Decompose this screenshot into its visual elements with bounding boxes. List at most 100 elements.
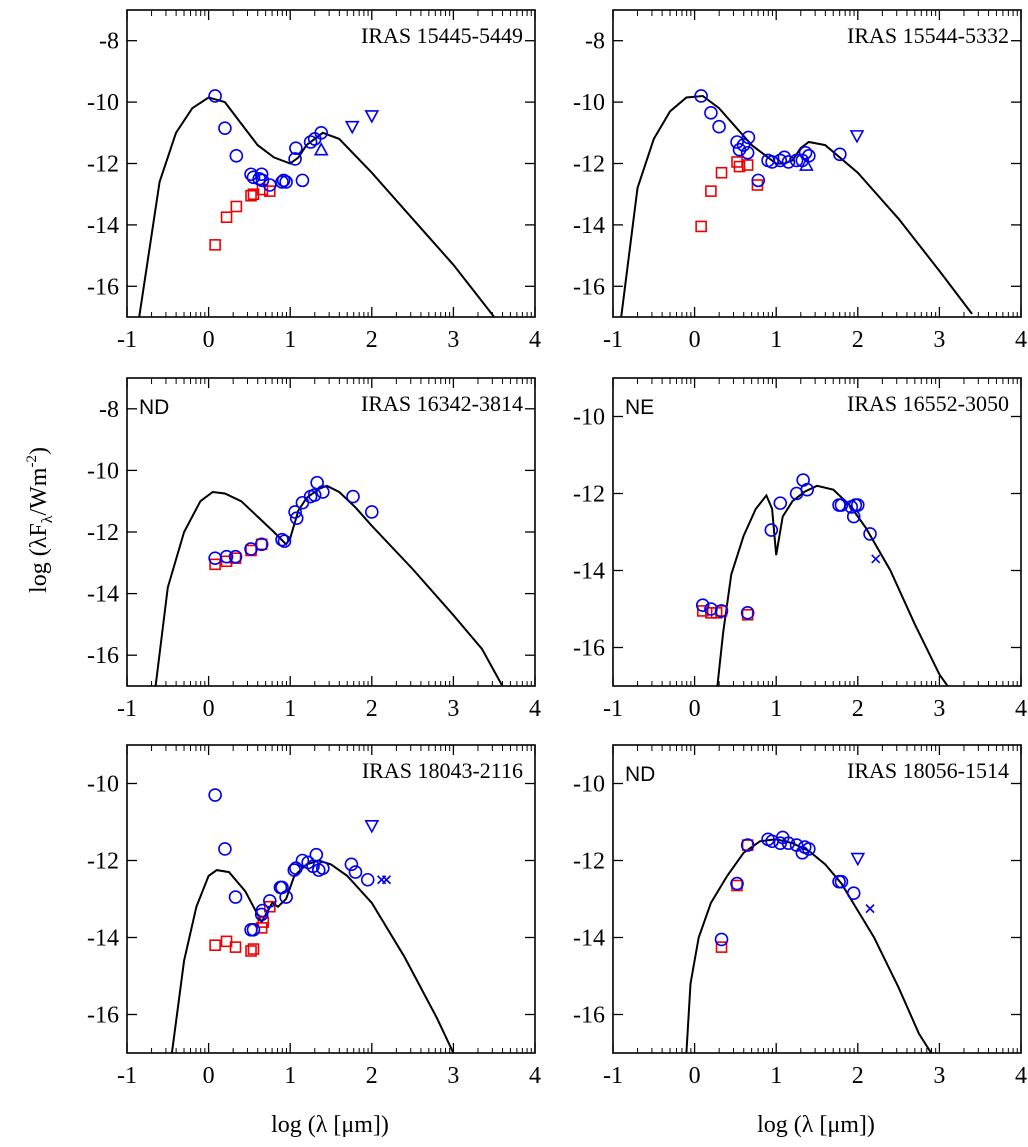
x-tick-label: 1 bbox=[284, 1063, 296, 1089]
observed-point bbox=[704, 106, 718, 120]
x-tick-label: 4 bbox=[529, 696, 541, 722]
plot-frame bbox=[126, 9, 536, 318]
observed-point bbox=[262, 894, 277, 908]
x-tick-label: 0 bbox=[203, 696, 215, 722]
observed-point bbox=[798, 145, 813, 160]
y-tick-label: -10 bbox=[573, 772, 605, 798]
x-tick-label: 0 bbox=[689, 1063, 701, 1089]
observed-point bbox=[740, 838, 755, 852]
observed-point bbox=[229, 149, 244, 163]
sed-panel-1: -1 0 1 2 3 4-16-14-12-10-8 IRAS 15445-5449 bbox=[87, 9, 541, 353]
y-axis-label-main: log (λF bbox=[26, 523, 52, 593]
observed-point bbox=[295, 853, 310, 868]
plot-frame bbox=[126, 744, 536, 1054]
observed-point bbox=[802, 149, 816, 163]
dereddened-point bbox=[741, 839, 754, 851]
x-tick-label: 2 bbox=[852, 327, 864, 353]
observed-point bbox=[777, 150, 792, 165]
observed-point bbox=[279, 890, 293, 904]
dereddened-point bbox=[255, 538, 268, 551]
dereddened-point bbox=[705, 185, 717, 197]
x-tick-label: 2 bbox=[366, 696, 378, 722]
observed-point bbox=[303, 135, 318, 149]
x-tick-label: 4 bbox=[1015, 696, 1027, 722]
observed-point bbox=[255, 903, 270, 918]
upper-limit-point bbox=[849, 130, 865, 144]
cross-point bbox=[871, 554, 881, 564]
y-tick-label: -14 bbox=[573, 926, 605, 952]
observed-point bbox=[781, 155, 796, 169]
observed-point bbox=[740, 145, 755, 160]
panel-tag: ND bbox=[139, 396, 169, 419]
observed-point bbox=[740, 606, 755, 620]
y-tick-label: -12 bbox=[573, 849, 605, 875]
x-tick-label: 0 bbox=[203, 1063, 215, 1089]
observed-point bbox=[246, 170, 261, 185]
model-sed-curve bbox=[154, 484, 504, 686]
observed-point bbox=[316, 861, 330, 876]
observed-point bbox=[289, 511, 304, 525]
dereddened-point bbox=[247, 943, 260, 955]
observed-point bbox=[287, 863, 302, 877]
observed-point bbox=[218, 121, 232, 135]
x-tick-label: 2 bbox=[852, 1063, 864, 1089]
x-tick-label: -1 bbox=[603, 327, 623, 353]
plot-area bbox=[170, 788, 455, 1053]
panel-title: IRAS 18043-2116 bbox=[362, 758, 523, 783]
y-tick-label: -16 bbox=[87, 1003, 119, 1029]
observed-point bbox=[208, 551, 222, 565]
plot-area bbox=[154, 475, 504, 686]
x-axis-label-right: log (λ [μm]) bbox=[757, 1112, 875, 1138]
y-tick-label: -12 bbox=[87, 152, 119, 178]
x-tick-label: 1 bbox=[770, 327, 782, 353]
y-tick-label: -10 bbox=[87, 90, 119, 116]
model-sed-curve bbox=[716, 484, 949, 686]
panel-title: IRAS 18056-1514 bbox=[847, 758, 1009, 783]
x-tick-label: 2 bbox=[366, 327, 378, 353]
upper-limit-point bbox=[850, 852, 866, 867]
dereddened-point bbox=[230, 200, 243, 213]
y-tick-label: -10 bbox=[87, 772, 119, 798]
observed-point bbox=[219, 549, 234, 564]
x-tick-label: 1 bbox=[770, 1063, 782, 1089]
x-tick-label: 4 bbox=[529, 1063, 541, 1089]
panel-title: IRAS 16342-3814 bbox=[361, 391, 523, 416]
model-sed-curve bbox=[170, 859, 455, 1053]
observed-point bbox=[800, 482, 815, 497]
observed-point bbox=[730, 135, 744, 149]
upper-limit-point bbox=[364, 110, 380, 124]
observed-point bbox=[279, 175, 293, 189]
observed-point bbox=[244, 167, 258, 182]
observed-point bbox=[275, 175, 289, 189]
observed-point bbox=[712, 119, 726, 134]
observed-point bbox=[764, 523, 779, 537]
model-sed-curve bbox=[685, 838, 933, 1053]
x-tick-label: 2 bbox=[366, 1063, 378, 1089]
dereddened-point bbox=[229, 941, 242, 953]
observed-point bbox=[246, 922, 261, 937]
dereddened-point bbox=[209, 558, 221, 571]
dereddened-point bbox=[696, 605, 709, 617]
y-tick-label: -12 bbox=[87, 520, 119, 546]
upper-limit-point bbox=[344, 120, 360, 135]
x-tick-label: -1 bbox=[117, 696, 137, 722]
observed-point bbox=[714, 932, 729, 947]
observed-point bbox=[228, 890, 243, 904]
observed-point bbox=[255, 173, 270, 188]
observed-point bbox=[704, 602, 718, 616]
observed-point bbox=[275, 532, 289, 547]
panel-title: IRAS 15445-5449 bbox=[361, 23, 523, 48]
observed-point bbox=[730, 876, 744, 891]
y-tick-label: -16 bbox=[573, 636, 605, 662]
observed-point bbox=[314, 126, 329, 140]
dereddened-point bbox=[695, 220, 707, 233]
observed-point bbox=[765, 155, 779, 169]
x-tick-label: 2 bbox=[852, 696, 864, 722]
panel-title: IRAS 15544-5332 bbox=[847, 23, 1009, 48]
observed-point bbox=[781, 836, 796, 850]
y-tick-label: -8 bbox=[99, 29, 119, 55]
y-tick-label: -14 bbox=[87, 926, 119, 952]
observed-point bbox=[732, 142, 747, 157]
y-axis-label: log (λFλ/Wm-2) bbox=[24, 447, 56, 593]
x-tick-label: 4 bbox=[1015, 1063, 1027, 1089]
